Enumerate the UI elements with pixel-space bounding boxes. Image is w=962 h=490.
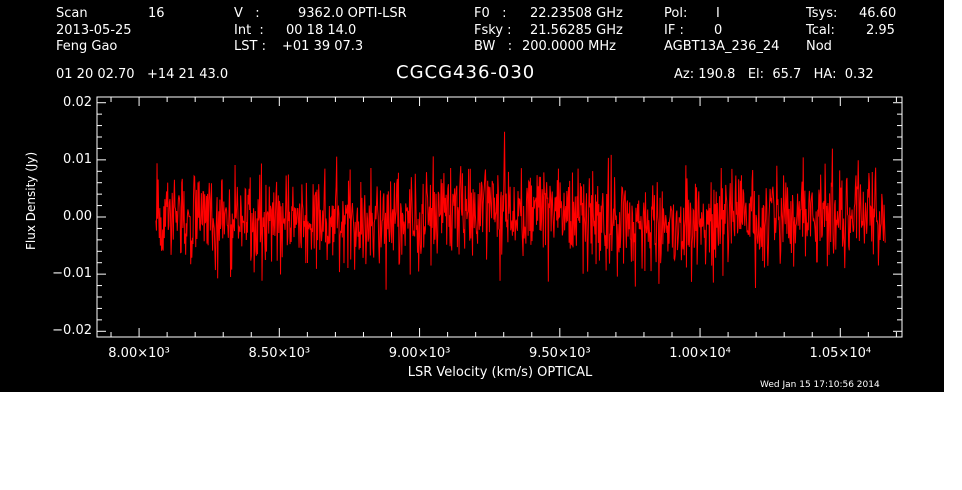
if-label: IF :	[664, 23, 684, 38]
x-axis-label: LSR Velocity (km/s) OPTICAL	[407, 365, 593, 380]
fsky-label: Fsky :	[474, 23, 512, 38]
x-tick-label: 1.05×10⁴	[809, 346, 872, 361]
tsys-label: Tsys:	[806, 6, 838, 21]
f0-value: 22.23508 GHz	[530, 6, 623, 21]
spectrum-trace	[155, 131, 886, 290]
pol-label: Pol:	[664, 6, 688, 21]
velocity-label: V :	[234, 6, 260, 21]
spectrum-trace-layer	[155, 131, 886, 290]
axis-ticks	[97, 97, 902, 337]
x-tick-label: 9.50×10³	[529, 346, 591, 361]
lst-value: +01 39 07.3	[282, 39, 364, 54]
tsys-value: 46.60	[859, 6, 897, 21]
fsky-value: 21.56285 GHz	[530, 23, 623, 38]
x-tick-label: 8.00×10³	[108, 346, 170, 361]
chart-title: CGCG436-030	[396, 62, 536, 83]
int-label: Int :	[234, 23, 264, 38]
y-tick-label: 0.01	[63, 151, 92, 167]
az-el-ha: Az: 190.8 El: 65.7 HA: 0.32	[674, 67, 874, 82]
scan-label: Scan	[56, 6, 88, 21]
velocity-value: 9362.0 OPTI-LSR	[298, 6, 407, 21]
pol-value: I	[716, 6, 720, 21]
lst-label: LST :	[234, 39, 266, 54]
if-value: 0	[714, 23, 723, 38]
obs-date: 2013-05-25	[56, 23, 132, 38]
observer-name: Feng Gao	[56, 39, 118, 54]
x-tick-label: 8.50×10³	[248, 346, 311, 361]
bw-label: BW :	[474, 39, 513, 54]
project-id: AGBT13A_236_24	[664, 39, 780, 54]
int-value: 00 18 14.0	[286, 23, 357, 38]
y-tick-label: 0.00	[63, 209, 92, 224]
y-tick-label: −0.02	[52, 323, 92, 339]
x-tick-label: 1.00×10⁴	[669, 346, 731, 361]
scan-value: 16	[148, 6, 165, 21]
spectrum-chart	[96, 96, 903, 338]
plot-window: Scan 16 V : 9362.0 OPTI-LSR F0 : 22.2350…	[0, 0, 944, 392]
f0-label: F0 :	[474, 6, 507, 21]
y-tick-label: 0.02	[63, 94, 92, 110]
bw-value: 200.0000 MHz	[522, 39, 616, 54]
plot-timestamp: Wed Jan 15 17:10:56 2014	[760, 380, 880, 390]
tcal-label: Tcal:	[806, 23, 835, 38]
source-coords: 01 20 02.70 +14 21 43.0	[56, 67, 229, 82]
obs-mode: Nod	[806, 39, 832, 54]
tcal-value: 2.95	[866, 23, 895, 38]
y-tick-label: −0.01	[52, 266, 92, 282]
x-tick-label: 9.00×10³	[388, 346, 451, 361]
